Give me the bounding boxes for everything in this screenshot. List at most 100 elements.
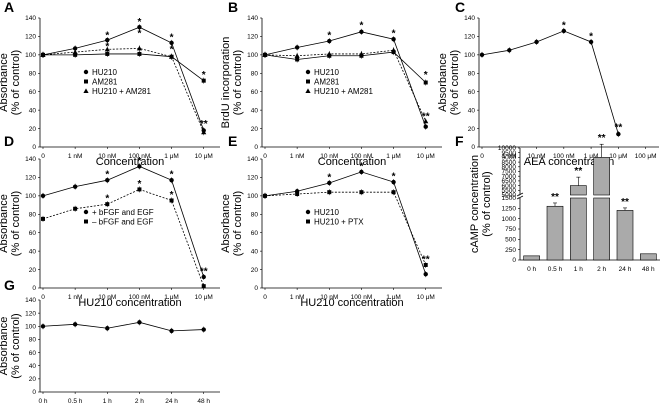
x-tick-label: 1 μM	[164, 294, 179, 301]
x-axis-title: Concentration	[318, 156, 387, 168]
data-point	[358, 51, 365, 56]
y-axis-subtitle: (% of control)	[232, 191, 244, 256]
data-point	[169, 177, 174, 183]
y-tick-label: 100	[25, 323, 36, 330]
legend-label: HU210 + PTX	[314, 218, 364, 227]
significance-marker: *	[562, 20, 566, 31]
y-tick-label: 20	[29, 267, 37, 274]
x-tick-label: 1 nM	[68, 294, 82, 301]
data-point	[137, 164, 142, 169]
x-tick-label: 100 nM	[129, 294, 151, 301]
significance-marker: *	[105, 31, 109, 42]
x-tick-label: 100 μM	[635, 153, 657, 160]
data-point	[137, 51, 142, 56]
data-point	[73, 206, 78, 211]
y-tick-label: 7500	[502, 169, 517, 176]
x-tick-label: 1 h	[103, 398, 112, 405]
significance-marker: *	[424, 70, 428, 81]
panel-f: F025050075010001250150050005500600065007…	[455, 133, 660, 273]
series-line-2	[42, 48, 205, 133]
y-tick-label: 60	[29, 89, 37, 96]
y-tick-label: 120	[464, 34, 475, 41]
bar	[546, 205, 564, 261]
panel-a: A 0 20 40 60 80 100 120 140 0 1 nM 10 nM 100 nM 1 μM 1…	[0, 0, 220, 168]
significance-marker: **	[422, 255, 430, 266]
significance-marker: *	[170, 32, 174, 43]
x-tick-label: 10 nM	[320, 153, 338, 160]
y-tick-label: 20	[251, 267, 259, 274]
data-point	[72, 184, 78, 189]
x-tick-label: 1 nM	[290, 153, 304, 160]
data-point	[588, 39, 594, 45]
significance-marker: *	[137, 17, 141, 28]
y-tick-label: 0	[32, 285, 36, 292]
significance-marker: **	[200, 266, 208, 277]
panel-letter: E	[228, 133, 237, 149]
significance-marker: *	[170, 44, 174, 55]
significance-marker: *	[202, 70, 206, 81]
y-tick-label: 40	[468, 107, 476, 114]
panel-c: C 0 20 40 60 80 100 120 140 0 1 nM 10 nM 100 nM 1 μM 1…	[437, 0, 659, 168]
y-tick-label: 60	[29, 230, 37, 237]
x-tick-label: 1 h	[574, 266, 583, 273]
data-point	[423, 80, 428, 85]
x-axis-title: HU210 concentration	[78, 297, 181, 309]
data-point	[105, 37, 110, 43]
y-tick-label: 80	[251, 70, 259, 77]
y-axis-subtitle: (% of control)	[10, 191, 22, 256]
x-tick-label: 10 μM	[609, 153, 627, 160]
panel-d: D 0 20 40 60 80 100 120 140 0 1 nM 10 nM 100 nM 1 μM 1…	[0, 133, 220, 309]
axis-break	[516, 192, 524, 197]
panel-letter: C	[455, 0, 465, 15]
x-tick-label: 0	[263, 153, 267, 160]
data-point	[294, 53, 300, 58]
significance-marker: **	[621, 197, 629, 208]
y-axis-subtitle: (% of control)	[10, 313, 22, 378]
y-tick-label: 7000	[502, 173, 517, 180]
panel-letter: D	[4, 133, 14, 149]
data-point	[561, 28, 567, 34]
x-tick-label: 1 μM	[164, 153, 179, 160]
y-tick-label: 140	[25, 297, 36, 304]
significance-marker: *	[105, 170, 109, 181]
y-tick-label: 0	[32, 389, 36, 396]
y-tick-label: 60	[468, 89, 476, 96]
y-tick-label: 500	[505, 237, 516, 244]
data-point	[391, 179, 396, 185]
y-tick-label: 40	[29, 107, 37, 114]
data-point	[136, 45, 143, 51]
x-tick-label: 1 nM	[290, 294, 304, 301]
data-point	[423, 124, 428, 129]
y-tick-label: 100	[247, 193, 258, 200]
x-tick-label: 10 nM	[528, 153, 546, 160]
significance-marker: *	[327, 31, 331, 42]
x-tick-label: 10 nM	[98, 294, 116, 301]
y-tick-label: 100	[25, 193, 36, 200]
y-tick-label: 140	[464, 15, 475, 22]
series-line-2	[264, 49, 427, 122]
data-point	[359, 29, 364, 35]
x-axis-title: Concentration	[96, 156, 165, 168]
data-point	[359, 190, 364, 195]
y-axis-subtitle: (% of control)	[449, 50, 461, 115]
data-point	[169, 198, 174, 203]
y-tick-label: 100	[25, 52, 36, 59]
data-point	[105, 51, 110, 56]
y-axis-title: BrdU incorporation	[220, 37, 232, 129]
y-tick-label: 40	[251, 248, 259, 255]
x-tick-label: 10 μM	[417, 294, 435, 301]
data-point	[105, 177, 110, 183]
significance-marker: *	[392, 172, 396, 183]
y-tick-label: 120	[25, 175, 36, 182]
data-point	[327, 190, 332, 195]
x-tick-label: 24 h	[165, 398, 178, 405]
panel-letter: G	[4, 277, 15, 293]
y-tick-label: 0	[254, 144, 258, 151]
y-tick-label: 140	[247, 15, 258, 22]
x-tick-label: 1 μM	[584, 153, 599, 160]
data-point	[40, 324, 46, 329]
legend-label: AM281	[314, 78, 340, 87]
x-tick-label: 24 h	[619, 266, 632, 273]
significance-marker: **	[574, 166, 582, 177]
y-tick-label: 100	[247, 52, 258, 59]
